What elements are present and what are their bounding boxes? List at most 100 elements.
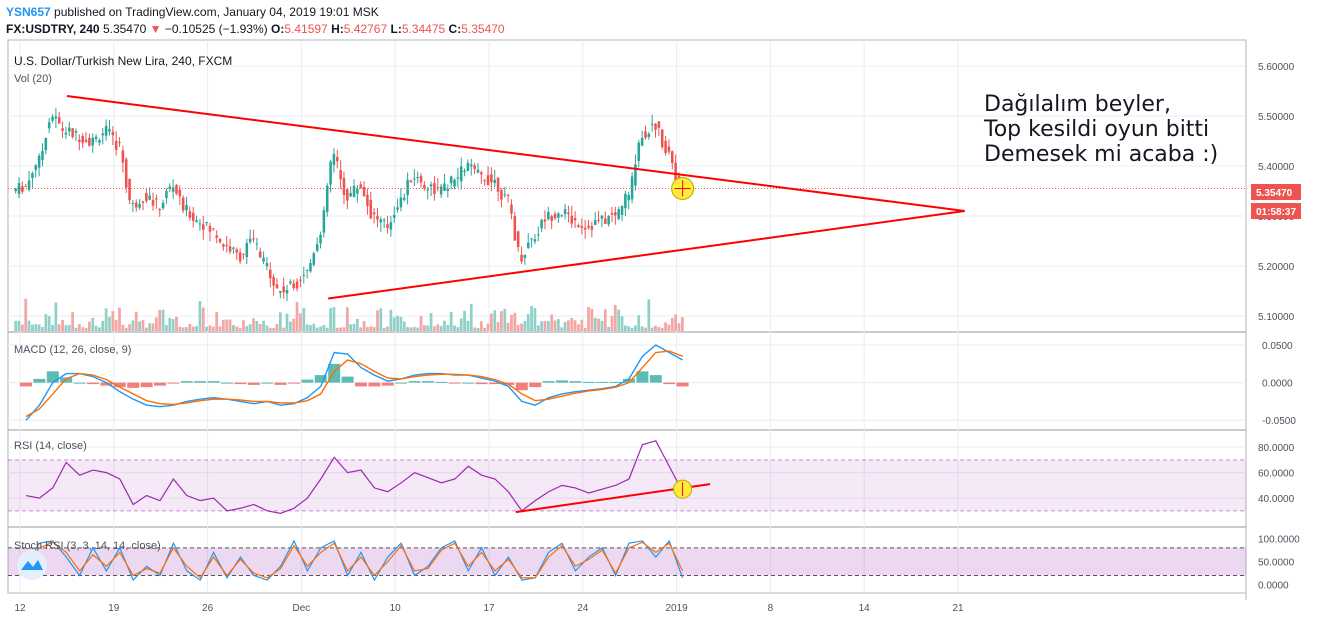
volume-bar	[419, 316, 423, 331]
volume-bar	[449, 312, 453, 331]
candle-body	[423, 184, 426, 189]
candle-body	[409, 180, 413, 183]
volume-bar	[191, 326, 195, 331]
volume-bar	[386, 326, 389, 331]
volume-bar	[379, 308, 383, 331]
volume-bar	[258, 324, 262, 331]
volume-bar	[376, 310, 379, 331]
candle-body	[215, 235, 218, 238]
volume-bar	[44, 313, 48, 331]
candle-body	[376, 215, 379, 220]
candle-body	[37, 155, 41, 168]
volume-bar	[178, 326, 182, 331]
candle-body	[449, 176, 453, 184]
volume-bar	[195, 326, 198, 331]
volume-bar	[402, 321, 406, 331]
x-tick-label: 26	[202, 603, 214, 614]
volume-label: Vol (20)	[14, 73, 52, 85]
macd-histogram-bar	[395, 382, 408, 384]
volume-bar	[657, 327, 661, 331]
volume-bar	[366, 326, 369, 331]
volume-bar	[289, 321, 292, 331]
author-link[interactable]: YSN657	[6, 5, 51, 19]
price-change: −0.10525 (−1.93%)	[164, 22, 268, 36]
macd-histogram-bar	[60, 377, 73, 383]
volume-bar	[640, 326, 644, 331]
candle-body	[496, 177, 500, 192]
macd-label: MACD (12, 26, close, 9)	[14, 344, 131, 356]
volume-bar	[51, 324, 54, 331]
macd-histogram-bar	[489, 382, 501, 385]
volume-bar	[218, 326, 222, 331]
candle-body	[654, 123, 657, 130]
candle-body	[439, 186, 443, 195]
volume-bar	[131, 320, 135, 331]
candle-body	[352, 185, 356, 198]
candle-body	[54, 116, 58, 119]
candle-body	[339, 170, 342, 180]
volume-bar	[423, 325, 426, 331]
candle-body	[98, 140, 101, 143]
candle-body	[24, 185, 27, 187]
candle-body	[309, 262, 312, 272]
volume-bar	[637, 315, 641, 331]
x-tick-label: 10	[390, 603, 402, 614]
macd-histogram-bar	[636, 371, 649, 383]
candle-body	[272, 277, 275, 286]
volume-bar	[114, 319, 118, 331]
candle-body	[630, 176, 634, 200]
candle-body	[543, 219, 547, 222]
grid-lines	[8, 40, 1246, 593]
volume-bar	[587, 306, 590, 331]
volume-bar	[607, 326, 610, 331]
x-tick-label: 24	[577, 603, 589, 614]
macd-tick-label: 0.0500	[1262, 341, 1293, 352]
volume-bar	[409, 327, 413, 331]
candle-body	[155, 198, 158, 200]
candle-body	[664, 140, 667, 154]
volume-bar	[654, 325, 657, 331]
candle-body	[413, 178, 416, 180]
candle-body	[131, 203, 135, 205]
volume-bar	[265, 325, 269, 331]
volume-bar	[359, 327, 363, 331]
rsi-tick-label: 60.0000	[1258, 469, 1295, 480]
price-tick-label: 5.60000	[1258, 62, 1295, 73]
candle-body	[486, 175, 490, 186]
volume-bar	[453, 325, 456, 331]
volume-bar	[295, 301, 299, 331]
candle-body	[476, 169, 480, 173]
candle-body	[74, 130, 78, 133]
candle-body	[386, 224, 389, 228]
candle-body	[677, 175, 681, 180]
macd-histogram-bar	[355, 382, 367, 387]
volume-bar	[650, 327, 654, 331]
candle-body	[292, 283, 295, 288]
candle-body	[208, 225, 212, 232]
volume-bar	[392, 317, 396, 331]
candle-body	[346, 189, 349, 201]
volume-bar	[429, 313, 433, 331]
rsi-label: RSI (14, close)	[14, 440, 87, 452]
candle-body	[382, 219, 386, 221]
volume-bar	[620, 316, 624, 331]
volume-bar	[248, 324, 252, 331]
volume-bar	[31, 324, 34, 331]
volume-bar	[245, 325, 249, 331]
volume-bar	[647, 299, 651, 331]
close-label: C:	[448, 22, 462, 36]
volume-bar	[232, 324, 235, 331]
volume-bar	[627, 326, 631, 331]
low-value: 5.34475	[401, 22, 446, 36]
volume-bar	[332, 307, 336, 331]
macd-histogram-bar	[234, 382, 247, 385]
volume-bar	[64, 325, 68, 331]
annotation-line-1: Dağılalım beyler,	[984, 92, 1171, 117]
macd-histogram-bar	[515, 382, 528, 391]
candle-body	[614, 212, 617, 216]
volume-bar	[222, 319, 225, 331]
candle-body	[503, 194, 507, 196]
candle-body	[624, 193, 627, 209]
volume-bar	[644, 327, 647, 331]
